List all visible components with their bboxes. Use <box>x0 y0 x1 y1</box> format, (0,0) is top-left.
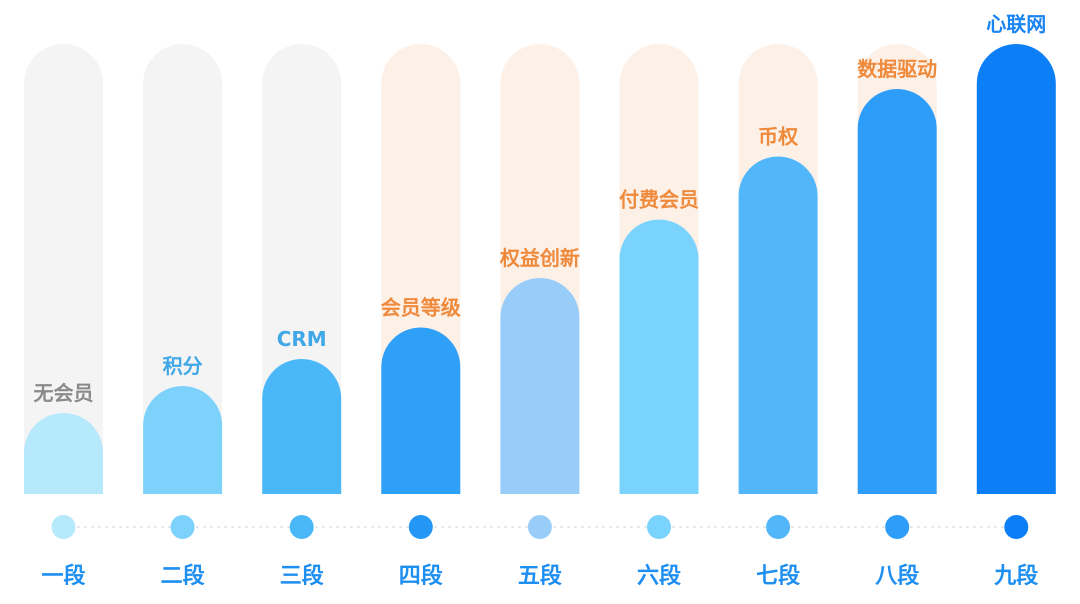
bar-label-5: 权益创新 <box>499 246 580 270</box>
bar-5 <box>500 277 580 494</box>
bar-6 <box>619 219 699 494</box>
bar-4 <box>381 327 461 494</box>
stage-dot-8 <box>885 515 910 539</box>
category-label-9: 九段 <box>993 563 1038 589</box>
category-label-4: 四段 <box>399 563 443 589</box>
bar-labels: 无会员 积分 CRM 会员等级 权益创新 付费会员 币权 数据驱动 心联网 <box>34 12 1047 405</box>
bar-label-2: 积分 <box>163 354 203 378</box>
category-label-5: 五段 <box>518 563 562 589</box>
bar-label-1: 无会员 <box>34 381 94 405</box>
bar-label-4: 会员等级 <box>381 296 461 320</box>
bars <box>24 43 1056 495</box>
bar-label-7: 币权 <box>758 125 799 149</box>
category-label-1: 一段 <box>41 563 85 589</box>
stage-dot-4 <box>408 515 433 539</box>
bar-3 <box>262 359 342 494</box>
bar-9 <box>976 43 1056 495</box>
stage-dot-7 <box>766 515 791 539</box>
bar-1 <box>24 413 103 494</box>
bar-8 <box>857 89 937 494</box>
category-label-6: 六段 <box>637 563 681 589</box>
category-label-3: 三段 <box>280 563 324 589</box>
dots <box>51 515 1029 539</box>
stage-dot-1 <box>51 515 76 539</box>
stage-dot-3 <box>289 515 314 539</box>
track-2 <box>143 44 223 494</box>
track-1 <box>24 44 103 494</box>
stage-dot-2 <box>170 515 195 539</box>
stage-dot-5 <box>527 515 552 539</box>
stage-dot-6 <box>647 515 671 539</box>
stage-dot-9 <box>1004 515 1029 539</box>
bar-label-3: CRM <box>277 327 327 351</box>
category-label-8: 八段 <box>875 563 919 589</box>
category-label-2: 二段 <box>161 563 205 589</box>
category-labels: 一段 二段 三段 四段 五段 六段 七段 八段 九段 <box>41 563 1038 589</box>
bar-label-6: 付费会员 <box>619 188 699 212</box>
bar-label-8: 数据驱动 <box>857 57 937 81</box>
bar-2 <box>143 386 223 494</box>
bar-label-9: 心联网 <box>986 12 1046 36</box>
bar-7 <box>738 156 818 495</box>
category-label-7: 七段 <box>756 563 800 589</box>
